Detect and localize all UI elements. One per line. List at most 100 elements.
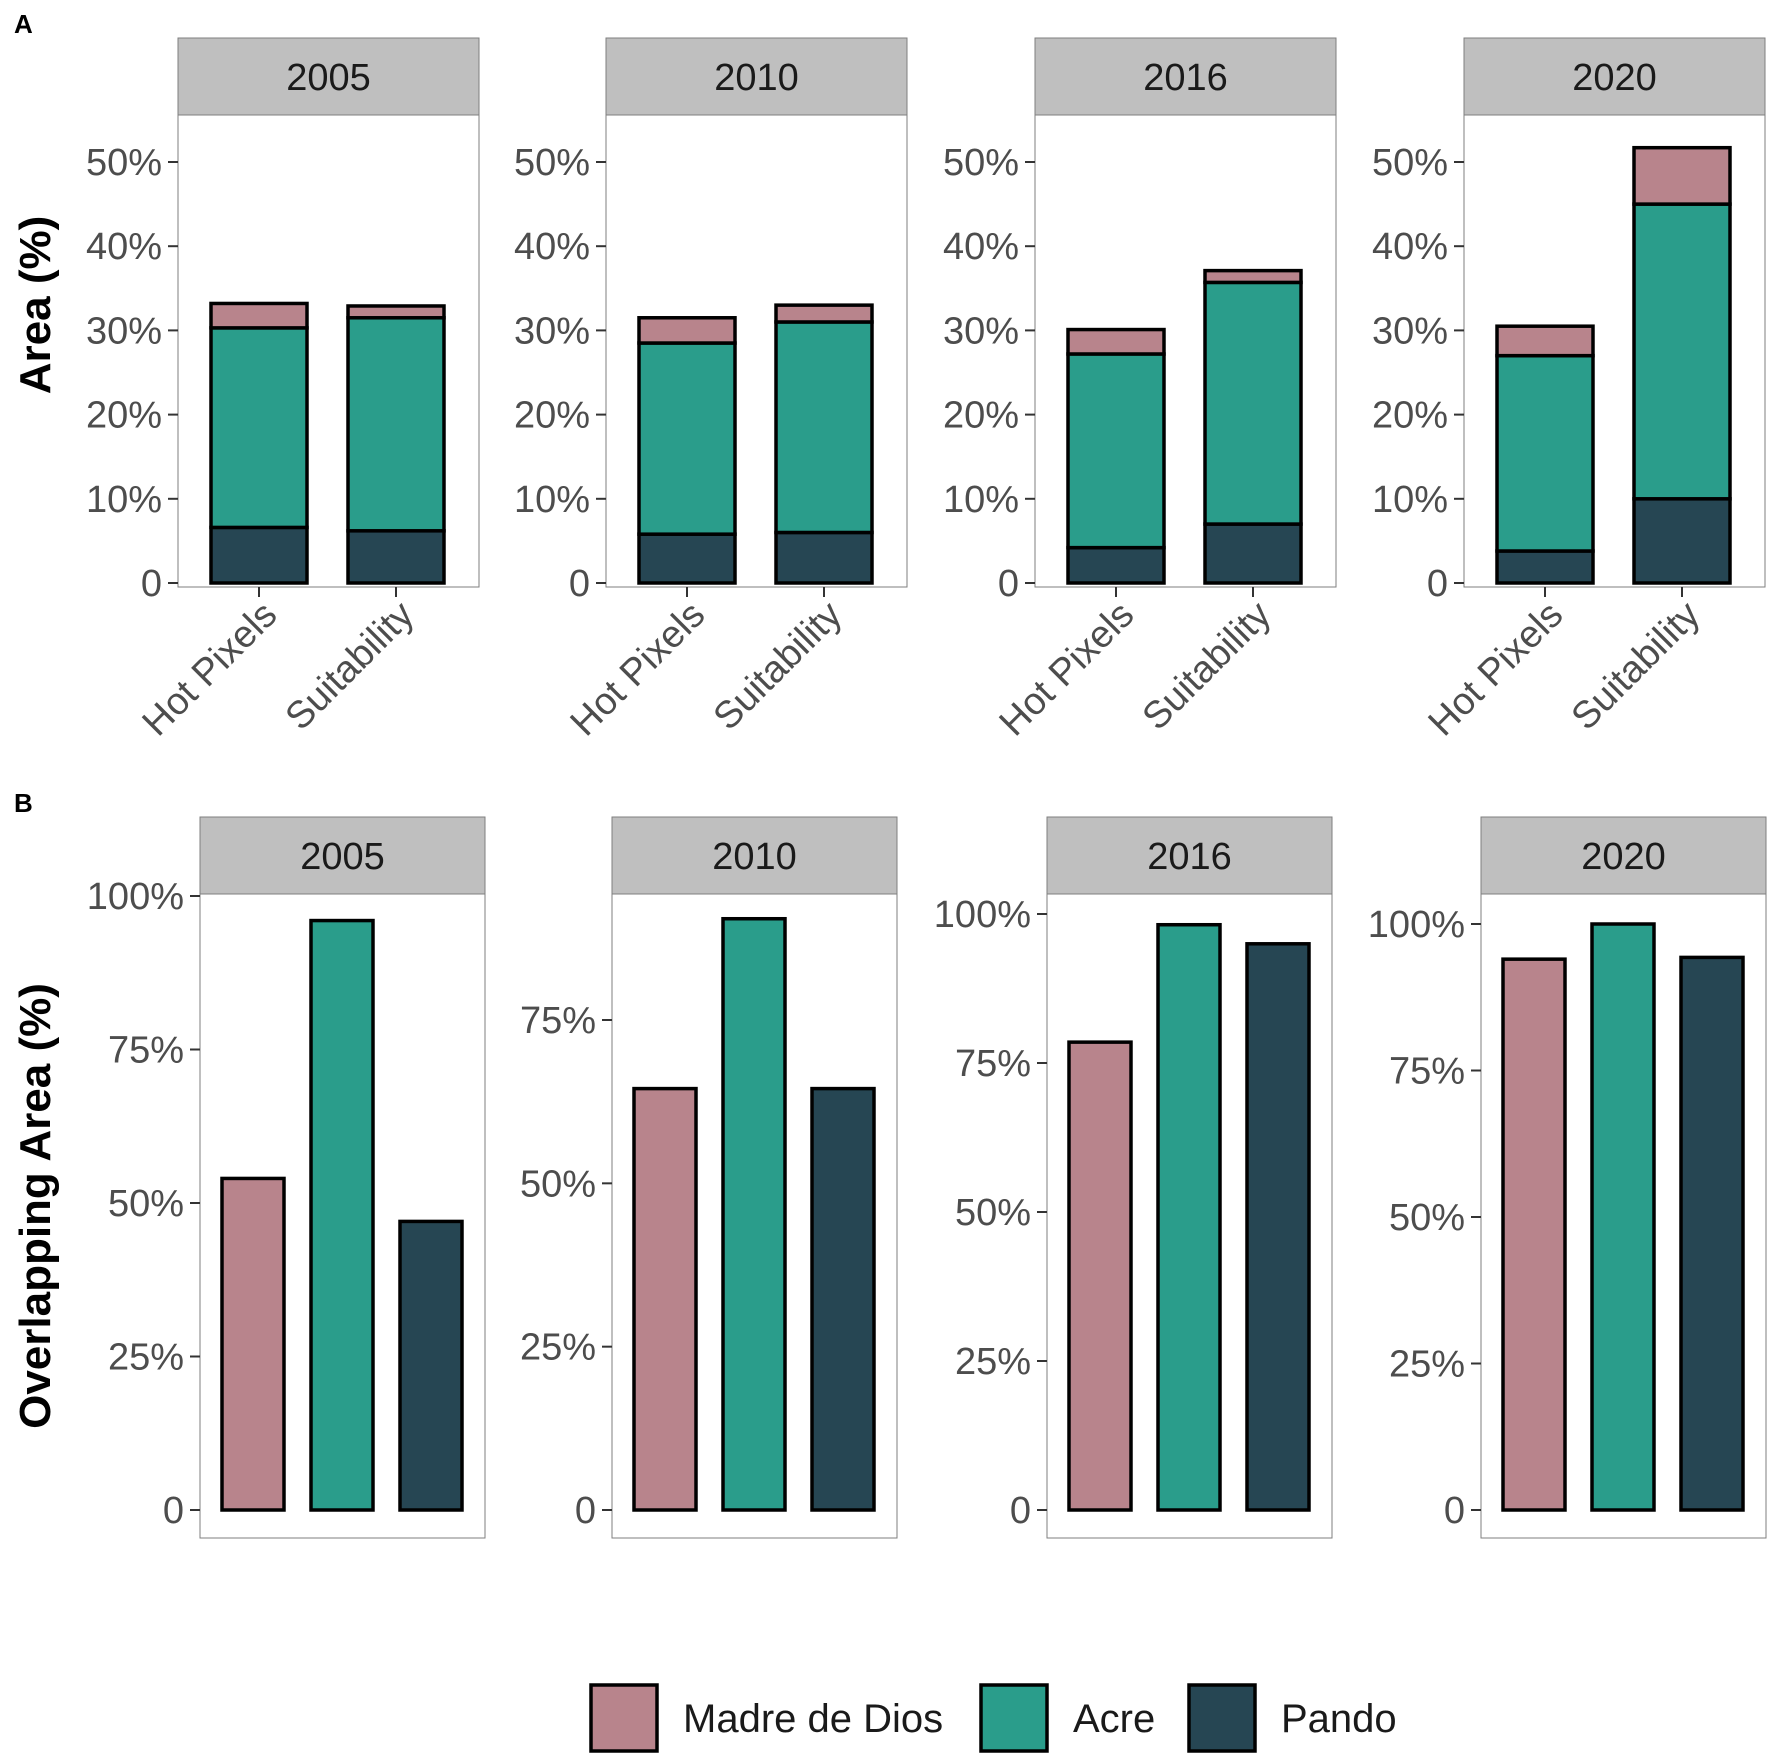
facet-strip-label: 2020: [1572, 57, 1657, 99]
legend-label: Madre de Dios: [683, 1697, 943, 1741]
y-tick-label: 40%: [514, 226, 590, 268]
bar-segment-pando: [1632, 497, 1732, 585]
y-tick-label: 0: [1427, 563, 1448, 605]
y-tick-label: 25%: [955, 1341, 1031, 1383]
facet-b-2005: 2005 0 25% 50% 75% 100%: [87, 816, 486, 1539]
y-tick-label: 10%: [1372, 479, 1448, 521]
legend-key: [1187, 1683, 1257, 1753]
y-tick-label: 0: [1010, 1490, 1031, 1532]
y-tick-label: 40%: [86, 226, 162, 268]
bar-segment-madre-de-dios: [1495, 324, 1595, 358]
y-tick-label: 50%: [108, 1183, 184, 1225]
y-tick-label: 0: [575, 1490, 596, 1532]
bar-pando: [398, 1219, 464, 1512]
panel-label-a: A: [14, 9, 33, 39]
y-tick-label: 75%: [108, 1030, 184, 1072]
y-tick-label: 50%: [514, 142, 590, 184]
legend-label: Pando: [1281, 1697, 1397, 1741]
bar-segment-acre: [1066, 352, 1166, 550]
facet-strip-label: 2016: [1143, 57, 1228, 99]
y-tick-label: 0: [141, 563, 162, 605]
bar-madre-de-dios: [632, 1086, 698, 1512]
bar-acre: [721, 916, 787, 1512]
bar-pando: [1679, 955, 1745, 1512]
bar-segment-pando: [1066, 545, 1166, 585]
y-tick-label: 20%: [86, 395, 162, 437]
y-tick-label: 100%: [934, 894, 1031, 936]
legend-label: Acre: [1073, 1697, 1155, 1741]
y-tick-label: 10%: [86, 479, 162, 521]
bar-segment-pando: [209, 525, 309, 585]
bar-segment-acre: [637, 341, 737, 536]
facet-strip: [199, 816, 486, 895]
facet-b-2016: 2016 0 25% 50% 75% 100%: [934, 816, 1333, 1539]
legend-item-madre-de-dios: Madre de Dios: [589, 1683, 943, 1753]
y-tick-label: 0: [569, 563, 590, 605]
bar-segment-pando: [1203, 522, 1303, 585]
legend-item-acre: Acre: [979, 1683, 1155, 1753]
facet-strip: [611, 816, 898, 895]
y-tick-label: 100%: [87, 876, 184, 918]
legend-item-pando: Pando: [1187, 1683, 1397, 1753]
facet-strip-label: 2010: [714, 57, 799, 99]
bar-acre: [1590, 922, 1656, 1512]
y-tick-label: 75%: [1389, 1051, 1465, 1093]
bar-segment-madre-de-dios: [1632, 145, 1732, 206]
facet-strip-label: 2005: [300, 836, 385, 878]
facet-strip-label: 2020: [1581, 836, 1666, 878]
facet-b-2010: 2010 0 25% 50% 75%: [520, 816, 898, 1539]
y-tick-label: 25%: [108, 1337, 184, 1379]
bar-segment-pando: [637, 532, 737, 585]
bar-segment-madre-de-dios: [1203, 268, 1303, 285]
y-tick-label: 0: [163, 1490, 184, 1532]
legend: Madre de Dios Acre Pando: [589, 1683, 1397, 1753]
y-tick-label: 20%: [1372, 395, 1448, 437]
bar-segment-acre: [774, 320, 874, 535]
facet-strip: [1034, 37, 1337, 116]
y-tick-label: 50%: [1389, 1197, 1465, 1239]
y-tick-label: 40%: [1372, 226, 1448, 268]
bar-madre-de-dios: [1501, 957, 1567, 1512]
y-tick-label: 50%: [86, 142, 162, 184]
bar-segment-pando: [1495, 549, 1595, 585]
y-tick-label: 30%: [514, 310, 590, 352]
panel-label-b: B: [14, 788, 33, 818]
y-tick-label: 75%: [955, 1043, 1031, 1085]
y-tick-label: 100%: [1368, 904, 1465, 946]
bar-segment-madre-de-dios: [774, 303, 874, 324]
bar-segment-pando: [346, 529, 446, 585]
facet-strip: [605, 37, 908, 116]
y-tick-label: 10%: [514, 479, 590, 521]
bar-segment-acre: [209, 326, 309, 530]
bar-segment-acre: [1632, 202, 1732, 501]
y-tick-label: 20%: [514, 395, 590, 437]
y-tick-label: 50%: [1372, 142, 1448, 184]
y-axis-title-b: Overlapping Area (%): [11, 983, 60, 1429]
bar-segment-madre-de-dios: [346, 304, 446, 320]
facet-strip: [177, 37, 480, 116]
bar-pando: [1245, 942, 1311, 1512]
bar-segment-acre: [1495, 353, 1595, 553]
y-tick-label: 25%: [520, 1327, 596, 1369]
bar-segment-madre-de-dios: [637, 316, 737, 345]
y-tick-label: 30%: [1372, 310, 1448, 352]
bar-segment-acre: [346, 316, 446, 533]
y-tick-label: 30%: [86, 310, 162, 352]
facet-strip-label: 2010: [712, 836, 797, 878]
y-tick-label: 40%: [943, 226, 1019, 268]
bar-segment-madre-de-dios: [1066, 327, 1166, 356]
bar-segment-madre-de-dios: [209, 301, 309, 330]
bar-acre: [1156, 922, 1222, 1512]
facet-b-2020: 2020 0 25% 50% 75% 100%: [1368, 816, 1767, 1539]
bar-madre-de-dios: [1067, 1040, 1133, 1512]
legend-key: [589, 1683, 659, 1753]
y-tick-label: 20%: [943, 395, 1019, 437]
facet-strip-label: 2005: [286, 57, 371, 99]
bar-segment-acre: [1203, 280, 1303, 526]
facet-strip: [1463, 37, 1766, 116]
y-axis-title-a: Area (%): [11, 216, 60, 395]
